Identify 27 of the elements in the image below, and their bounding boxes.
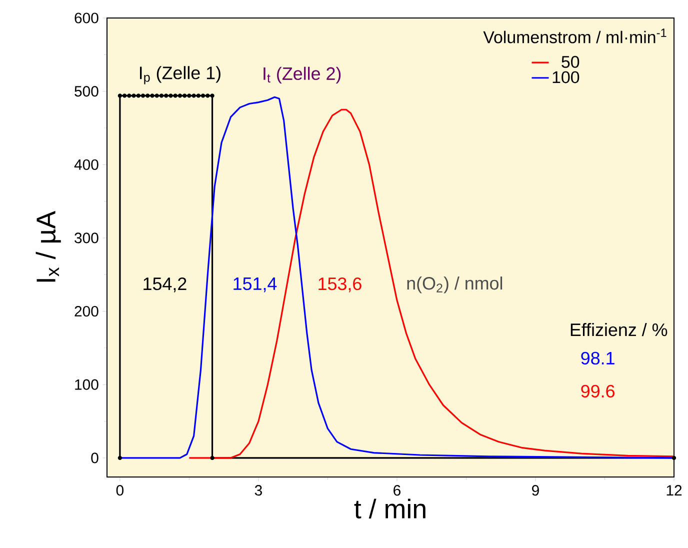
line-series [188,108,675,459]
annotation: 154,2 [144,277,186,292]
x-tick-label: 9 [532,485,539,496]
annotation: 151,4 [234,278,277,292]
y-tick-label: 600 [74,12,98,24]
x-tick-label: 3 [254,485,262,496]
legend-label: 50 [562,56,580,68]
annotation: 153,6 [318,277,362,292]
y-tick-label: 300 [74,232,98,244]
x-tick-label: 12 [666,485,682,496]
annotation: 99.6 [581,384,614,398]
annotation: 98.1 [581,352,614,365]
annotation: Effizienz / % [570,323,668,336]
annotation: n(O$_{2}$) / nmol [407,276,502,294]
x-tick-label: 0 [116,485,124,496]
annotation: I$_{t}$ (Zelle 2) [264,66,341,84]
y-tick-label: 500 [74,86,98,97]
x-axis-title: t / min [354,498,426,519]
y-tick-label: 200 [74,306,98,317]
legend-title: Volumenstrom / ml·min$^{-1}$ [483,28,666,44]
annotation: I$_{p}$ (Zelle 1) [140,66,220,84]
y-tick-label: 0 [91,452,98,464]
y-tick-label: 100 [75,379,98,390]
x-tick-label: 6 [394,485,400,496]
y-axis-title: I$_{x}$ / µA [36,210,61,282]
legend-label: 100 [552,71,580,84]
y-tick-label: 400 [74,159,98,170]
